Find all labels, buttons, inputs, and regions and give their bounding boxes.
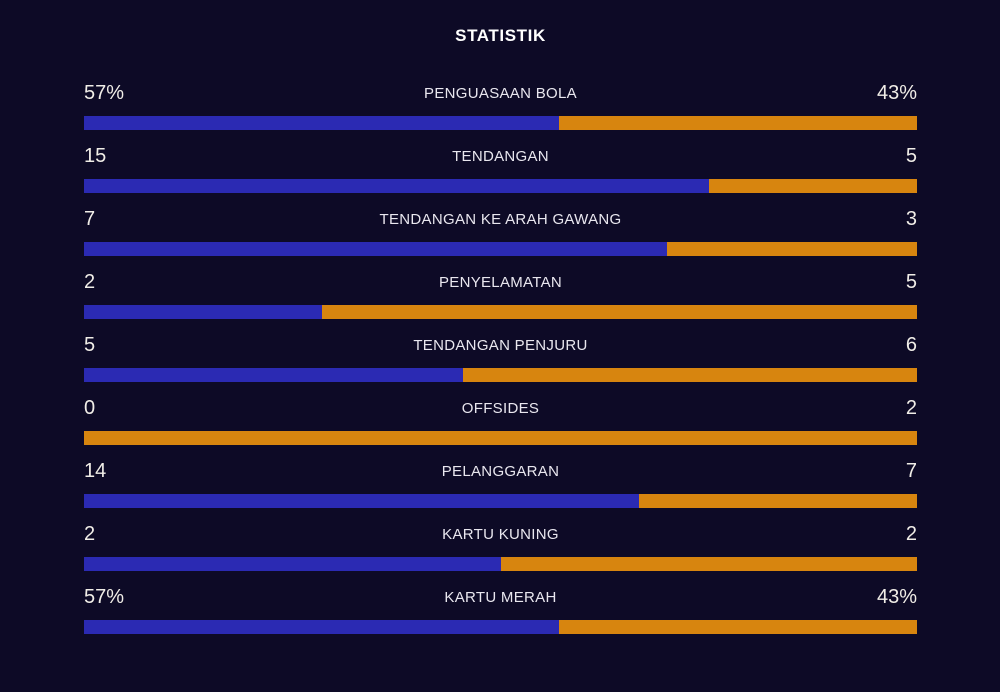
stat-header: 5 TENDANGAN PENJURU 6 <box>84 335 917 355</box>
home-value: 2 <box>84 271 96 293</box>
stat-row: 2 KARTU KUNING 2 <box>84 524 917 571</box>
home-bar-segment <box>84 305 322 319</box>
stat-header: 57% PENGUASAAN BOLA 43% <box>84 83 917 103</box>
home-value: 14 <box>84 460 107 482</box>
home-bar-segment <box>84 557 501 571</box>
stat-header: 2 KARTU KUNING 2 <box>84 524 917 544</box>
stat-bar <box>84 494 917 508</box>
stat-row: 5 TENDANGAN PENJURU 6 <box>84 335 917 382</box>
stat-label: PENGUASAAN BOLA <box>424 84 577 102</box>
stat-row: 15 TENDANGAN 5 <box>84 146 917 193</box>
stat-header: 0 OFFSIDES 2 <box>84 398 917 418</box>
away-bar-segment <box>708 179 917 193</box>
away-bar-segment <box>639 494 917 508</box>
home-value: 57% <box>84 82 125 104</box>
away-value: 7 <box>905 460 917 482</box>
stat-row: 0 OFFSIDES 2 <box>84 398 917 445</box>
stat-header: 14 PELANGGARAN 7 <box>84 461 917 481</box>
stat-bar <box>84 620 917 634</box>
stat-row: 57% KARTU MERAH 43% <box>84 587 917 634</box>
home-value: 57% <box>84 586 125 608</box>
home-bar-segment <box>84 179 709 193</box>
home-value: 5 <box>84 334 96 356</box>
stat-bar <box>84 179 917 193</box>
stat-header: 57% KARTU MERAH 43% <box>84 587 917 607</box>
home-bar-segment <box>84 494 640 508</box>
stat-header: 2 PENYELAMATAN 5 <box>84 272 917 292</box>
away-bar-segment <box>667 242 917 256</box>
stat-label: TENDANGAN KE ARAH GAWANG <box>379 210 622 228</box>
home-bar-segment <box>84 368 463 382</box>
stat-row: 7 TENDANGAN KE ARAH GAWANG 3 <box>84 209 917 256</box>
away-value: 6 <box>905 334 917 356</box>
away-bar-segment <box>462 368 917 382</box>
home-bar-segment <box>84 620 559 634</box>
away-value: 43% <box>876 82 917 104</box>
stat-bar <box>84 242 917 256</box>
home-value: 2 <box>84 523 96 545</box>
stat-bar <box>84 305 917 319</box>
stat-row: 57% PENGUASAAN BOLA 43% <box>84 83 917 130</box>
away-bar-segment <box>84 431 917 445</box>
stat-label: OFFSIDES <box>461 399 540 417</box>
stat-label: PENYELAMATAN <box>438 273 563 291</box>
home-value: 7 <box>84 208 96 230</box>
stat-bar <box>84 368 917 382</box>
away-bar-segment <box>558 116 917 130</box>
away-bar-segment <box>321 305 917 319</box>
stat-header: 7 TENDANGAN KE ARAH GAWANG 3 <box>84 209 917 229</box>
stat-header: 15 TENDANGAN 5 <box>84 146 917 166</box>
away-value: 5 <box>905 145 917 167</box>
stat-row: 2 PENYELAMATAN 5 <box>84 272 917 319</box>
stat-label: PELANGGARAN <box>441 462 560 480</box>
stat-row: 14 PELANGGARAN 7 <box>84 461 917 508</box>
home-value: 0 <box>84 397 96 419</box>
stats-list: 57% PENGUASAAN BOLA 43% 15 TENDANGAN 5 7… <box>84 83 917 634</box>
stat-label: TENDANGAN PENJURU <box>413 336 588 354</box>
home-value: 15 <box>84 145 107 167</box>
away-bar-segment <box>500 557 917 571</box>
stat-label: KARTU MERAH <box>444 588 557 606</box>
stat-label: KARTU KUNING <box>442 525 559 543</box>
away-value: 5 <box>905 271 917 293</box>
away-value: 2 <box>905 397 917 419</box>
away-value: 3 <box>905 208 917 230</box>
away-value: 43% <box>876 586 917 608</box>
stat-bar <box>84 431 917 445</box>
stat-bar <box>84 116 917 130</box>
home-bar-segment <box>84 242 668 256</box>
stat-bar <box>84 557 917 571</box>
stat-label: TENDANGAN <box>452 147 549 165</box>
away-bar-segment <box>558 620 917 634</box>
page-title: STATISTIK <box>455 26 546 45</box>
away-value: 2 <box>905 523 917 545</box>
home-bar-segment <box>84 116 559 130</box>
